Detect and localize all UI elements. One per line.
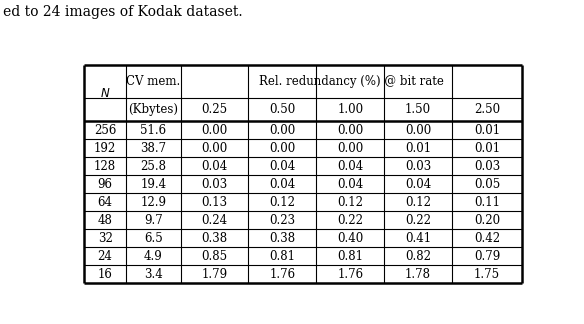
Text: 51.6: 51.6 xyxy=(140,124,166,137)
Text: 96: 96 xyxy=(98,178,113,191)
Text: 0.23: 0.23 xyxy=(269,214,296,227)
Text: 0.03: 0.03 xyxy=(405,160,431,173)
Text: 0.05: 0.05 xyxy=(474,178,500,191)
Text: 0.22: 0.22 xyxy=(405,214,431,227)
Text: 0.24: 0.24 xyxy=(201,214,228,227)
Text: 0.25: 0.25 xyxy=(201,103,228,116)
Text: $N$: $N$ xyxy=(100,87,110,100)
Text: 0.81: 0.81 xyxy=(269,250,296,263)
Text: 0.79: 0.79 xyxy=(474,250,500,263)
Text: 1.75: 1.75 xyxy=(474,268,500,281)
Text: 38.7: 38.7 xyxy=(140,142,166,155)
Text: 3.4: 3.4 xyxy=(144,268,162,281)
Text: 0.82: 0.82 xyxy=(405,250,431,263)
Text: 0.40: 0.40 xyxy=(337,232,363,245)
Text: 0.00: 0.00 xyxy=(337,142,363,155)
Text: CV mem.: CV mem. xyxy=(126,75,180,88)
Text: 0.11: 0.11 xyxy=(474,196,500,209)
Text: 1.76: 1.76 xyxy=(269,268,296,281)
Text: 0.04: 0.04 xyxy=(337,178,363,191)
Text: 0.01: 0.01 xyxy=(405,142,431,155)
Text: 0.00: 0.00 xyxy=(269,142,296,155)
Text: ed to 24 images of Kodak dataset.: ed to 24 images of Kodak dataset. xyxy=(3,5,242,19)
Text: 0.00: 0.00 xyxy=(201,124,228,137)
Text: 0.13: 0.13 xyxy=(201,196,228,209)
Text: 0.12: 0.12 xyxy=(337,196,363,209)
Text: 0.00: 0.00 xyxy=(269,124,296,137)
Text: 1.76: 1.76 xyxy=(337,268,363,281)
Text: Rel. redundancy (%) @ bit rate: Rel. redundancy (%) @ bit rate xyxy=(259,75,444,88)
Text: 0.04: 0.04 xyxy=(201,160,228,173)
Text: 4.9: 4.9 xyxy=(144,250,162,263)
Text: 0.50: 0.50 xyxy=(269,103,296,116)
Text: 0.38: 0.38 xyxy=(269,232,296,245)
Text: 0.00: 0.00 xyxy=(201,142,228,155)
Text: 128: 128 xyxy=(94,160,116,173)
Text: 0.41: 0.41 xyxy=(405,232,431,245)
Text: 0.85: 0.85 xyxy=(201,250,228,263)
Text: 0.00: 0.00 xyxy=(337,124,363,137)
Text: 0.04: 0.04 xyxy=(337,160,363,173)
Text: 6.5: 6.5 xyxy=(144,232,162,245)
Text: 19.4: 19.4 xyxy=(140,178,166,191)
Text: 24: 24 xyxy=(98,250,113,263)
Text: 9.7: 9.7 xyxy=(144,214,162,227)
Text: 2.50: 2.50 xyxy=(474,103,500,116)
Text: 0.04: 0.04 xyxy=(269,178,296,191)
Text: 0.12: 0.12 xyxy=(405,196,431,209)
Text: 0.04: 0.04 xyxy=(269,160,296,173)
Text: 0.00: 0.00 xyxy=(405,124,431,137)
Text: 0.03: 0.03 xyxy=(474,160,500,173)
Text: 16: 16 xyxy=(98,268,113,281)
Text: 1.00: 1.00 xyxy=(337,103,363,116)
Text: 1.50: 1.50 xyxy=(405,103,431,116)
Text: 0.01: 0.01 xyxy=(474,124,500,137)
Text: 0.01: 0.01 xyxy=(474,142,500,155)
Text: 0.03: 0.03 xyxy=(201,178,228,191)
Text: 48: 48 xyxy=(98,214,113,227)
Text: 32: 32 xyxy=(98,232,113,245)
Text: 0.81: 0.81 xyxy=(337,250,363,263)
Text: 1.79: 1.79 xyxy=(201,268,228,281)
Text: 192: 192 xyxy=(94,142,116,155)
Text: 64: 64 xyxy=(98,196,113,209)
Text: 256: 256 xyxy=(94,124,116,137)
Text: 0.38: 0.38 xyxy=(201,232,228,245)
Text: (Kbytes): (Kbytes) xyxy=(128,103,178,116)
Text: 0.04: 0.04 xyxy=(405,178,431,191)
Text: 0.20: 0.20 xyxy=(474,214,500,227)
Text: 0.22: 0.22 xyxy=(337,214,363,227)
Text: 25.8: 25.8 xyxy=(140,160,166,173)
Text: 0.42: 0.42 xyxy=(474,232,500,245)
Text: 1.78: 1.78 xyxy=(405,268,431,281)
Text: 12.9: 12.9 xyxy=(140,196,166,209)
Text: 0.12: 0.12 xyxy=(269,196,296,209)
